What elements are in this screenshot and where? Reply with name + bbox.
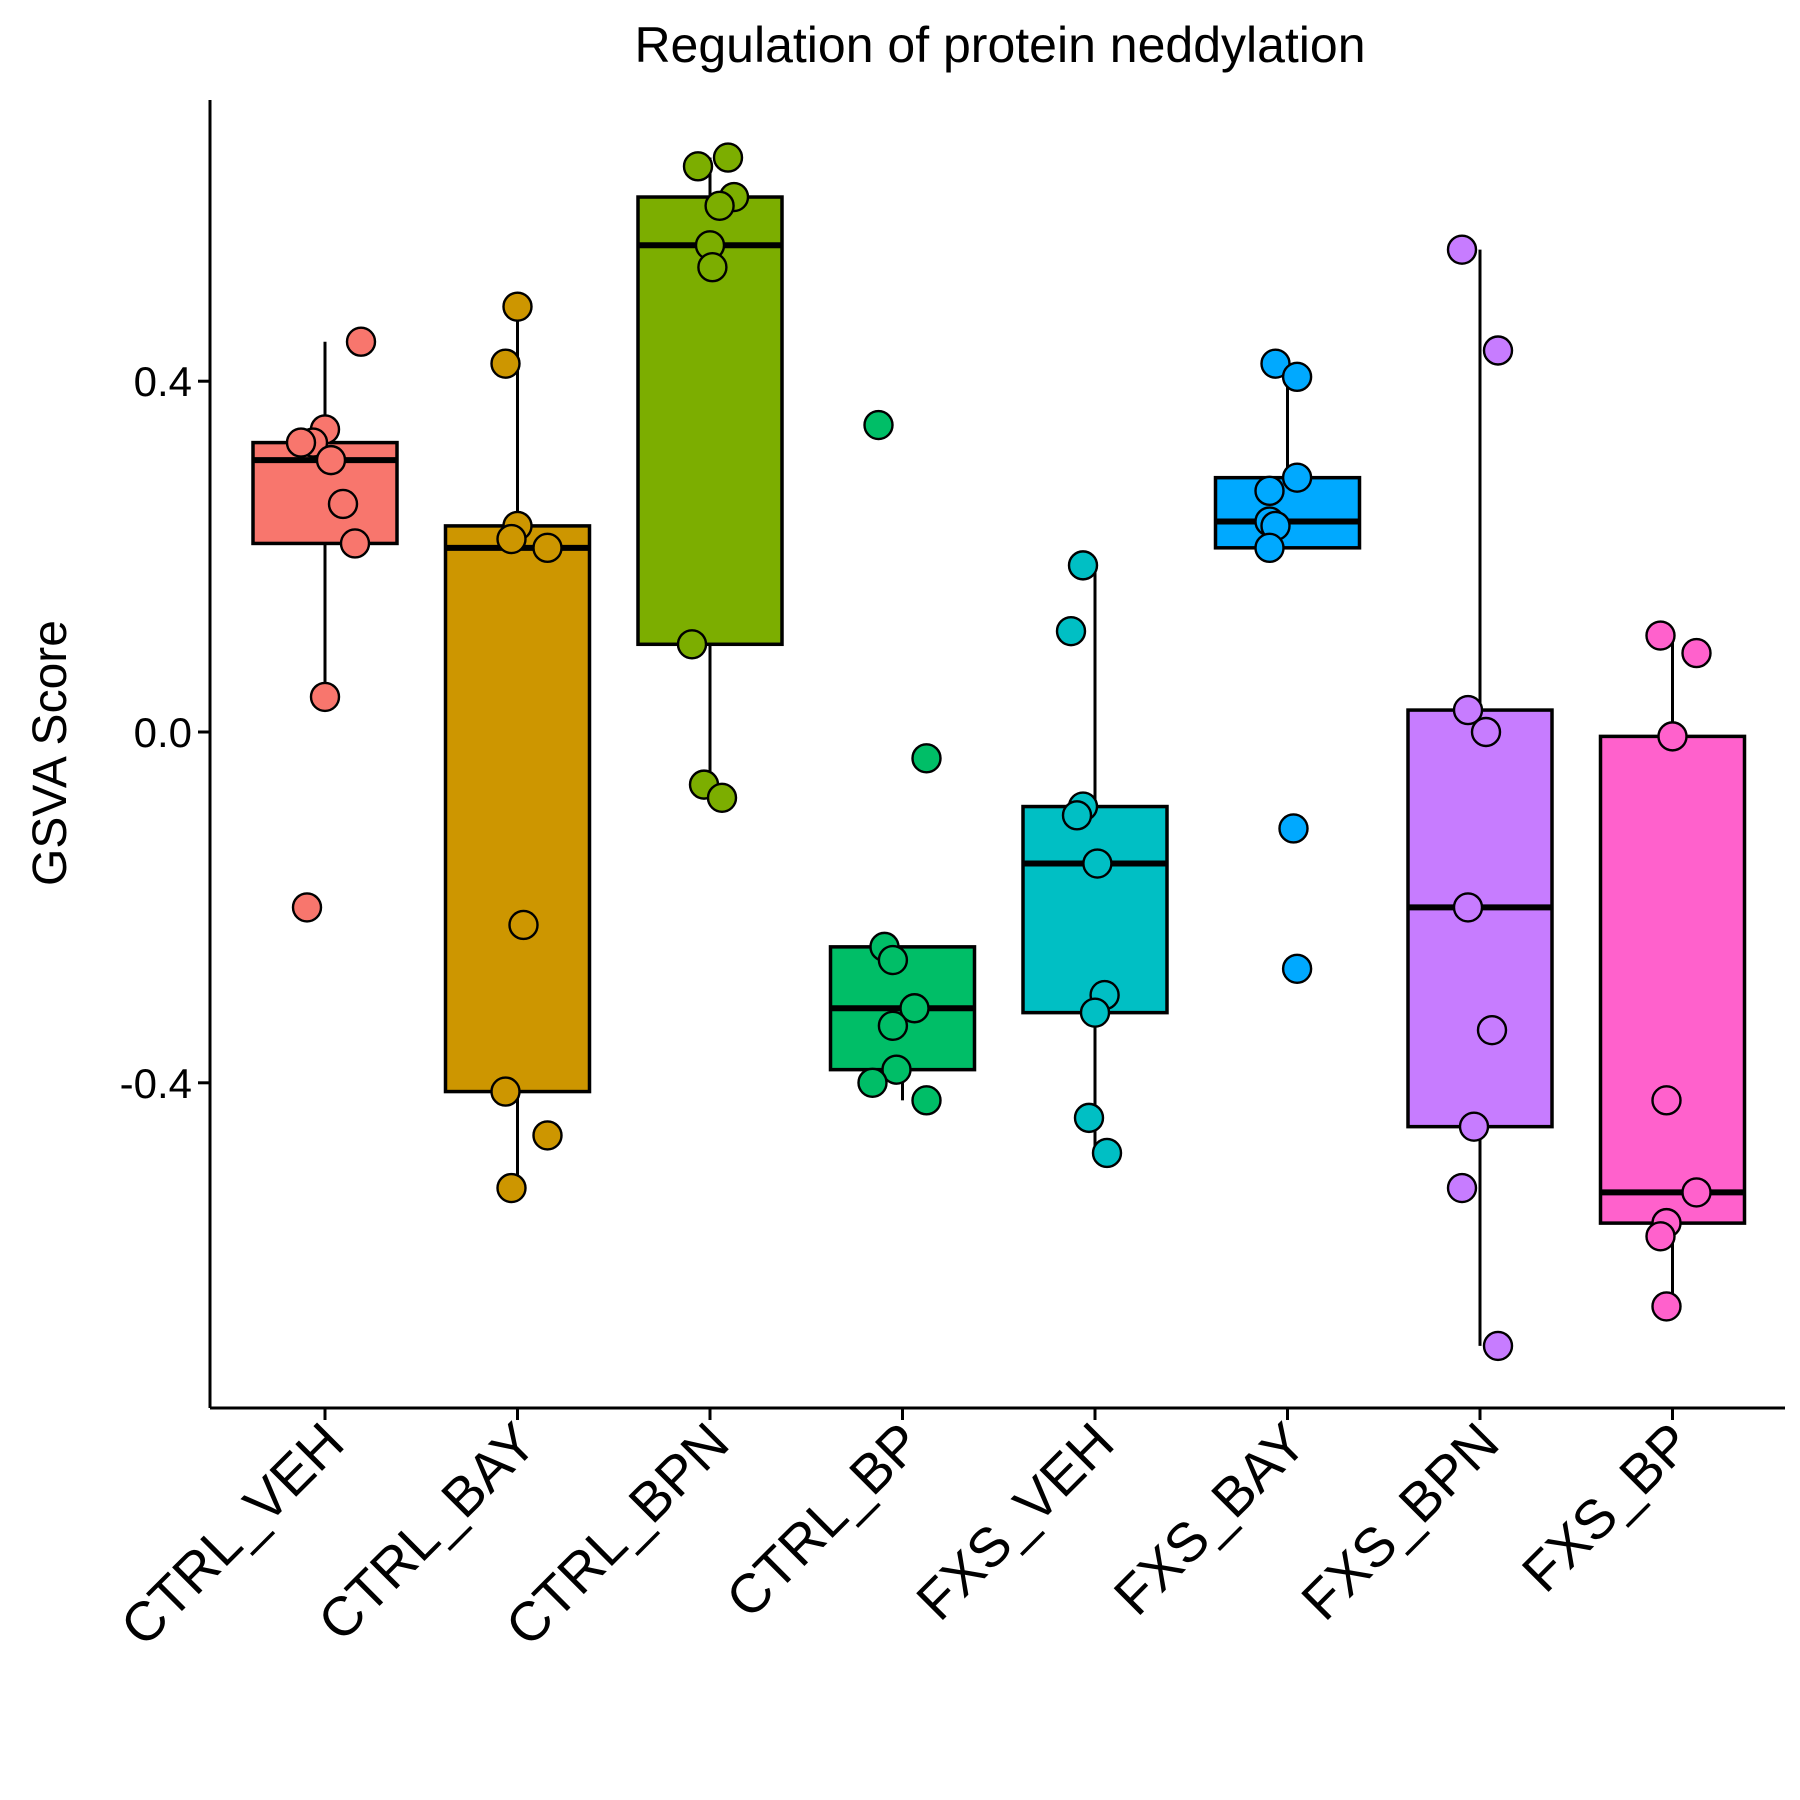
y-tick-label: 0.0 <box>134 709 192 756</box>
data-point <box>496 523 527 555</box>
data-point <box>1452 892 1484 923</box>
data-point <box>1055 615 1087 647</box>
data-point <box>291 892 323 923</box>
box-group-fxs-bay <box>1213 348 1362 984</box>
x-tick-label: FXS_VEH <box>904 1411 1125 1632</box>
data-point <box>345 326 377 357</box>
data-point <box>508 909 539 941</box>
data-point <box>1278 813 1309 844</box>
box-group-fxs-bp <box>1598 620 1747 1322</box>
data-point <box>1482 1330 1514 1362</box>
data-point <box>532 532 563 564</box>
data-point <box>1446 234 1478 265</box>
data-point <box>899 993 930 1024</box>
data-point <box>881 1054 912 1085</box>
data-point <box>863 409 894 441</box>
data-point <box>1476 1014 1508 1046</box>
data-point <box>327 488 359 520</box>
box-group-ctrl-bay <box>443 291 592 1204</box>
data-point <box>339 528 371 559</box>
data-point <box>1681 637 1712 669</box>
y-tick-label: -0.4 <box>120 1060 192 1107</box>
data-point <box>877 1010 909 1041</box>
data-point <box>1681 1177 1712 1208</box>
y-tick-label: 0.4 <box>134 358 192 405</box>
data-point <box>1091 1137 1123 1169</box>
data-point <box>1645 1221 1676 1252</box>
plot-area <box>251 142 1747 1362</box>
x-tick-label: FXS_BP <box>1510 1411 1703 1604</box>
data-point <box>1073 1102 1105 1134</box>
data-point <box>697 251 728 283</box>
data-point <box>704 190 735 222</box>
data-point <box>1452 694 1484 726</box>
data-point <box>1079 997 1111 1028</box>
data-point <box>1470 716 1502 748</box>
chart-title: Regulation of protein neddylation <box>634 17 1365 73</box>
data-point <box>490 348 521 379</box>
x-tick-label: FXS_BPN <box>1289 1411 1510 1632</box>
data-point <box>1281 462 1313 493</box>
box-group-ctrl-bpn <box>636 142 784 813</box>
box-group-fxs-veh <box>1021 550 1169 1169</box>
box-group-ctrl-bp <box>828 409 977 1116</box>
data-point <box>309 681 341 713</box>
data-point <box>911 743 942 774</box>
box-group-fxs-bpn <box>1406 234 1554 1362</box>
data-point <box>1254 532 1285 564</box>
data-point <box>1281 361 1313 393</box>
data-point <box>285 427 317 458</box>
data-point <box>1082 848 1113 879</box>
data-point <box>315 444 347 476</box>
data-point <box>712 142 744 173</box>
data-point <box>706 782 738 813</box>
data-point <box>1651 1085 1682 1116</box>
x-tick-label: FXS_BAY <box>1102 1411 1318 1627</box>
data-point <box>1067 550 1099 581</box>
data-point <box>911 1085 942 1116</box>
data-point <box>682 151 714 182</box>
data-point <box>490 1076 521 1107</box>
data-point <box>496 1172 527 1204</box>
x-tick-label: CTRL_BP <box>714 1411 933 1630</box>
data-point <box>1651 1291 1682 1322</box>
data-point <box>1458 1111 1490 1142</box>
data-point <box>1482 335 1514 366</box>
y-axis-label: GSVA Score <box>24 620 77 886</box>
data-point <box>502 291 533 322</box>
box-group-ctrl-veh <box>251 326 399 923</box>
data-point <box>1281 953 1313 984</box>
data-point <box>1254 475 1285 507</box>
data-point <box>1657 721 1688 752</box>
box <box>1598 734 1747 1225</box>
box <box>443 524 592 1094</box>
box <box>1021 804 1169 1015</box>
data-point <box>532 1120 563 1151</box>
data-point <box>1645 620 1676 651</box>
data-point <box>1446 1172 1478 1204</box>
data-point <box>1061 800 1093 831</box>
data-point <box>857 1067 888 1099</box>
box <box>1406 708 1554 1129</box>
data-point <box>877 944 909 976</box>
data-point <box>676 629 708 660</box>
